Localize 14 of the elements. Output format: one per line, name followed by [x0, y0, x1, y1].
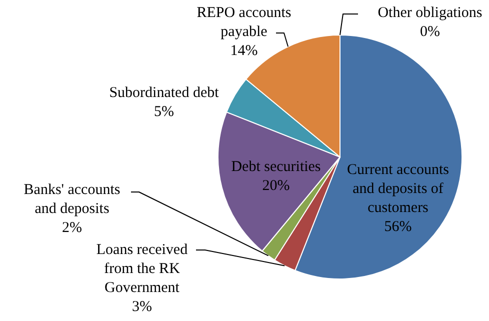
data-label: 14% [230, 43, 258, 59]
slice-label: Loans received from the RK Government [96, 242, 188, 296]
text: 0% [420, 24, 440, 40]
slice-label: Current accounts and deposits of customers [346, 162, 450, 216]
slice-label: Subordinated debt [109, 85, 220, 101]
category-label: Other obligations [378, 5, 482, 21]
data-label: 56% [384, 219, 412, 235]
data-label: 3% [132, 299, 152, 315]
slice-label: REPO accounts payable [196, 5, 292, 40]
slice-label: Banks' accounts and deposits [24, 182, 120, 217]
data-label: 20% [262, 178, 290, 194]
data-label: 2% [62, 220, 82, 236]
data-label: 5% [154, 104, 174, 120]
slice-label: Debt securities [231, 159, 321, 175]
